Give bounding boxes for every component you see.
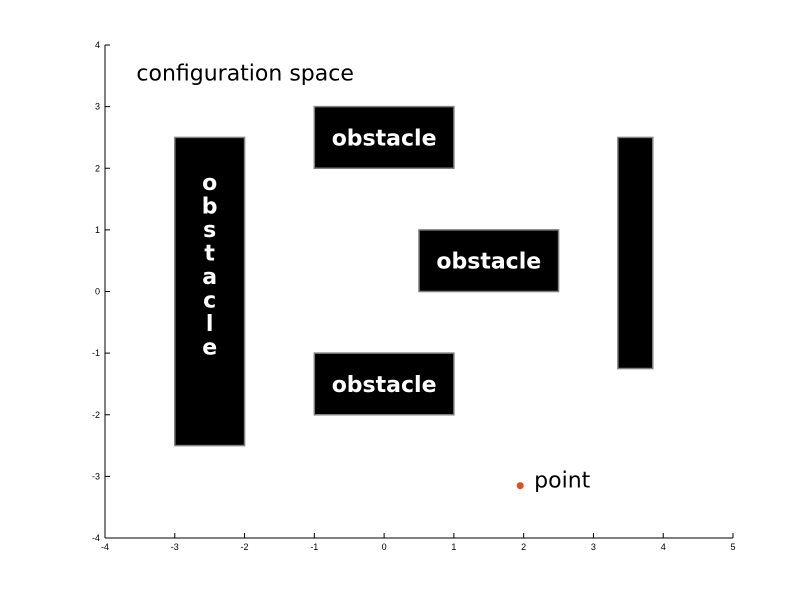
obstacle-rect [418,229,560,293]
x-tick-label: -4 [101,542,109,552]
obstacle-rect [313,352,455,416]
obstacle-label: obstacle [332,126,437,151]
y-tick-label: 0 [95,287,100,297]
obstacle-rect [313,105,455,169]
x-tick-label: 1 [451,542,456,552]
y-tick-label: -4 [92,533,100,543]
points: point [516,469,591,494]
y-tick-label: 3 [95,102,100,112]
x-tick-label: -2 [241,542,249,552]
x-tick-label: -1 [310,542,318,552]
obstacle-rect [174,136,246,447]
obstacles: o b s t a c l e obstacle obstacle obstacle [174,105,654,447]
y-tick-label: -3 [92,471,100,481]
x-tick-label: 4 [661,542,666,552]
y-tick-label: -2 [92,410,100,420]
obstacle-label: obstacle [332,373,437,398]
y-tick-label: -1 [92,348,100,358]
x-tick-label: 2 [521,542,526,552]
x-tick-label: 3 [591,542,596,552]
obstacle-rect [617,136,654,370]
x-tick-label: -3 [171,542,179,552]
chart-title: configuration space [136,62,353,87]
obstacle-label: obstacle [436,250,541,275]
x-tick-label: 0 [382,542,387,552]
y-tick-label: 1 [95,225,100,235]
y-tick-label: 4 [95,40,100,50]
y-tick-label: 2 [95,163,100,173]
tick-marks: -4 -3 -2 -1 0 1 2 3 4 5 -4 -3 -2 -1 0 1 2 3 4 [92,40,736,552]
point-label: point [534,469,590,494]
point-marker [516,482,524,490]
x-tick-label: 5 [730,542,735,552]
